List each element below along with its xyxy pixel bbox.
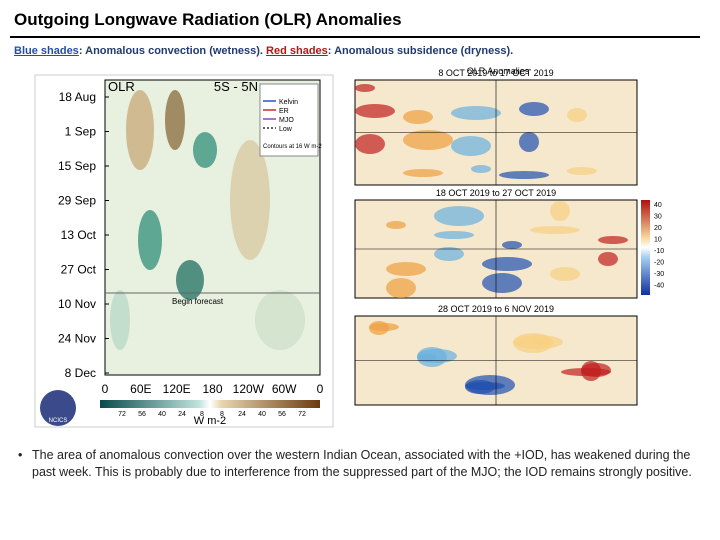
map-anomaly <box>533 337 553 345</box>
map-anomaly <box>482 273 522 293</box>
map-anomaly <box>434 231 474 239</box>
hovmoller-title: OLR <box>108 79 135 94</box>
colorbar-unit: W m-2 <box>194 415 226 427</box>
legend-label: MJO <box>279 117 294 124</box>
colorbar-label: 40 <box>158 411 166 418</box>
figures: NCICS OLR 5S - 5N Begin forecast W m-2 O… <box>34 66 664 428</box>
x-label: 0 <box>102 382 109 396</box>
colorbar-label: 56 <box>138 411 146 418</box>
colorbar-label: 56 <box>278 411 286 418</box>
colorbar-label: 24 <box>178 411 186 418</box>
colorbar-label: 72 <box>118 411 126 418</box>
map-anomaly <box>386 278 416 298</box>
x-label: 120W <box>233 382 265 396</box>
logo-text: NCICS <box>49 418 68 424</box>
red-text: : Anomalous subsidence (dryness). <box>327 45 514 57</box>
map-anomaly <box>598 236 628 244</box>
x-label: 60E <box>130 382 151 396</box>
blue-text: : Anomalous convection (wetness). <box>78 45 267 57</box>
colorbar-label: 8 <box>220 411 224 418</box>
map-anomaly <box>465 375 515 395</box>
subtitle: Blue shades: Anomalous convection (wetne… <box>14 45 513 57</box>
map-anomaly <box>567 167 597 175</box>
colorbar-label: 24 <box>238 411 246 418</box>
maps-title: OLR Anomalies <box>467 66 530 76</box>
colorbar-label: 72 <box>298 411 306 418</box>
map-anomaly <box>550 201 570 221</box>
map-colorbar-label: 20 <box>654 225 662 232</box>
hovmoller-legend <box>259 83 319 157</box>
colorbar-label: 40 <box>258 411 266 418</box>
hovmoller-colorbar <box>100 400 320 408</box>
map-anomaly <box>386 221 406 229</box>
legend-label: Kelvin <box>279 99 298 106</box>
map-anomaly <box>482 257 532 271</box>
map-anomaly <box>598 252 618 266</box>
map-anomaly <box>403 169 443 177</box>
maps-colorbar <box>641 200 650 295</box>
y-label: 24 Nov <box>58 332 96 346</box>
map-colorbar-label: 40 <box>654 202 662 209</box>
forecast-annotation: Begin forecast <box>172 297 224 306</box>
map-panel-title: 18 OCT 2019 to 27 OCT 2019 <box>436 188 556 198</box>
map-anomaly <box>550 267 580 281</box>
map-anomaly <box>355 134 385 154</box>
map-colorbar-label: -30 <box>654 271 664 278</box>
map-anomaly <box>386 262 426 276</box>
x-label: 120E <box>163 382 191 396</box>
map-anomaly <box>434 247 464 261</box>
map-panel-title: 28 OCT 2019 to 6 NOV 2019 <box>438 304 554 314</box>
map-anomaly <box>355 104 395 118</box>
bullet-text: The area of anomalous convection over th… <box>18 447 712 481</box>
colorbar-label: 8 <box>200 411 204 418</box>
map-anomaly <box>530 226 580 234</box>
y-label: 10 Nov <box>58 297 96 311</box>
map-colorbar-label: -20 <box>654 260 664 267</box>
hovmoller-shading <box>110 90 305 350</box>
map-anomaly <box>369 323 399 331</box>
y-label: 13 Oct <box>61 228 97 242</box>
x-label: 180 <box>202 382 222 396</box>
map-anomaly <box>417 349 457 363</box>
legend-label: ER <box>279 108 289 115</box>
red-key: Red shades <box>266 45 328 57</box>
ncics-logo <box>40 390 76 426</box>
map-colorbar-label: 10 <box>654 237 662 244</box>
map-colorbar-label: -40 <box>654 283 664 290</box>
y-label: 18 Aug <box>59 90 96 104</box>
slide-title: Outgoing Longwave Radiation (OLR) Anomal… <box>14 10 402 29</box>
map-anomaly <box>403 130 453 150</box>
blue-key: Blue shades <box>14 45 79 57</box>
map-anomaly <box>502 241 522 249</box>
hovmoller-region: 5S - 5N <box>214 79 258 94</box>
map-anomaly <box>471 165 491 173</box>
title-rule <box>10 36 700 38</box>
map-anomaly <box>434 206 484 226</box>
y-label: 8 Dec <box>65 366 96 380</box>
contour-note: Contours at 16 W m-2 <box>263 144 322 150</box>
map-anomaly <box>451 106 501 120</box>
map-colorbar-label: 30 <box>654 214 662 221</box>
map-anomaly <box>567 108 587 122</box>
y-label: 1 Sep <box>65 125 97 139</box>
x-label: 0 <box>317 382 324 396</box>
map-anomaly <box>355 84 375 92</box>
map-anomaly <box>499 171 549 179</box>
y-label: 29 Sep <box>58 194 96 208</box>
map-anomaly <box>519 102 549 116</box>
y-label: 27 Oct <box>61 263 97 277</box>
legend-label: Low <box>279 126 293 133</box>
y-label: 15 Sep <box>58 159 96 173</box>
map-anomaly <box>451 136 491 156</box>
x-label: 60W <box>272 382 297 396</box>
map-anomaly <box>403 110 433 124</box>
map-anomaly <box>581 363 611 377</box>
map-colorbar-label: -10 <box>654 248 664 255</box>
map-anomaly <box>519 132 539 152</box>
map-panel-title: 8 OCT 2019 to 17 OCT 2019 <box>438 68 553 78</box>
